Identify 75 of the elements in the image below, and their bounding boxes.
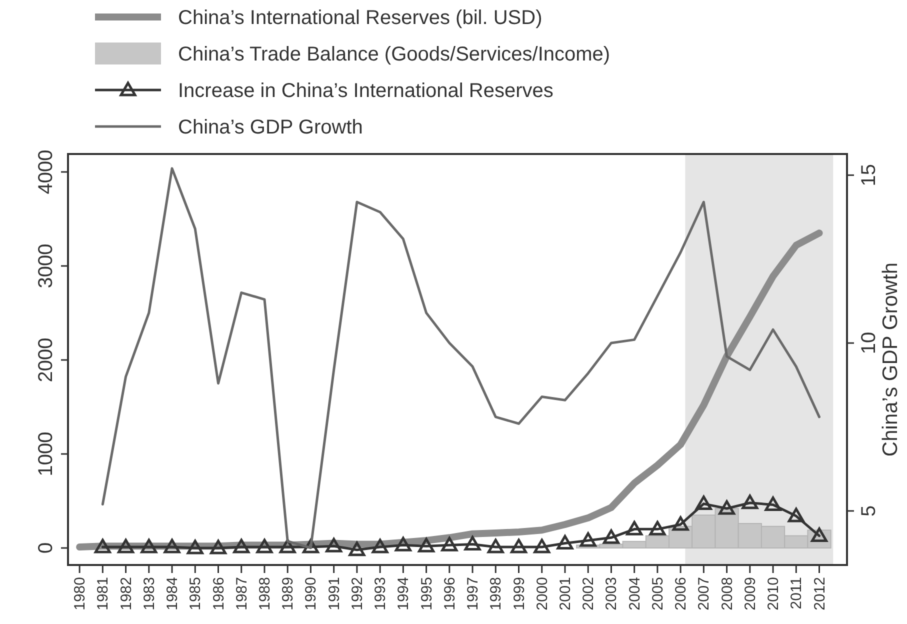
point	[764, 496, 782, 511]
x-tick-label: 2011	[788, 577, 806, 610]
point	[94, 538, 111, 554]
x-tick-label: 2009	[742, 577, 759, 610]
point	[326, 538, 342, 552]
x-tick-label: 2007	[696, 577, 713, 610]
point	[348, 542, 366, 556]
legend-label: China’s Trade Balance (Goods/Services/Income)	[178, 44, 610, 66]
point	[418, 538, 435, 552]
legend-label: China’s International Reserves (bil. USD)	[178, 7, 542, 29]
point	[742, 494, 758, 510]
point	[580, 532, 596, 547]
point	[534, 538, 550, 554]
x-tick-label: 1998	[488, 577, 505, 610]
x-tick-label: 1983	[140, 577, 158, 610]
x-tick-label: 1987	[233, 577, 250, 610]
x-tick-label: 1990	[302, 577, 320, 610]
point	[556, 535, 574, 550]
point	[464, 536, 481, 550]
point	[510, 538, 528, 554]
x-tick-label: 1991	[326, 577, 343, 610]
point	[186, 540, 204, 554]
point	[718, 500, 736, 515]
x-tick-label: 1992	[348, 577, 366, 610]
point	[626, 520, 643, 536]
point	[441, 536, 458, 552]
point	[164, 538, 180, 554]
y-tick-label: 0	[35, 542, 57, 554]
point	[210, 540, 226, 554]
x-tick-label: 1986	[210, 577, 228, 610]
x-tick-label: 1980	[72, 577, 89, 610]
x-tick-label: 2006	[672, 577, 690, 610]
y2-tick-label: 5	[858, 505, 880, 516]
x-tick-label: 2003	[603, 577, 620, 610]
point	[256, 538, 273, 554]
point	[788, 508, 804, 522]
x-tick-label: 1993	[372, 577, 390, 610]
x-tick-label: 1988	[256, 577, 274, 610]
x-tick-label: 1989	[280, 577, 297, 610]
point	[233, 538, 250, 554]
y-tick-label: 2000	[35, 338, 57, 382]
point	[118, 538, 134, 554]
x-tick-label: 2010	[765, 577, 782, 610]
x-tick-label: 2004	[626, 577, 644, 610]
point	[487, 538, 504, 554]
x-tick-label: 1996	[441, 577, 458, 610]
x-tick-label: 2001	[556, 577, 574, 610]
x-tick-label: 2008	[718, 577, 736, 610]
point	[672, 516, 689, 531]
x-tick-label: 2000	[534, 577, 551, 610]
x-tick-label: 1999	[510, 577, 528, 610]
x-tick-label: 1995	[418, 577, 436, 610]
y-tick-label: 4000	[35, 150, 57, 194]
y2-axis-title: China’s GDP Growth	[879, 262, 902, 457]
x-tick-label: 2012	[811, 577, 828, 610]
x-tick-label: 1982	[118, 577, 135, 610]
y-tick-label: 3000	[35, 244, 57, 288]
point	[140, 538, 158, 554]
x-tick-label: 1984	[164, 577, 182, 610]
x-tick-label: 1985	[187, 577, 204, 610]
y-tick-label: 1000	[35, 432, 57, 476]
x-tick-label: 1997	[464, 577, 482, 610]
y2-tick-label: 15	[858, 164, 880, 186]
legend-label: China’s GDP Growth	[178, 116, 363, 138]
point	[372, 538, 388, 554]
point	[695, 496, 712, 510]
y2-tick-label: 10	[858, 332, 880, 354]
x-tick-label: 1981	[94, 577, 112, 610]
x-tick-label: 2005	[649, 577, 666, 610]
point	[649, 520, 666, 536]
x-tick-label: 2002	[580, 577, 598, 610]
point	[394, 536, 412, 552]
point	[602, 529, 620, 544]
legend-label: Increase in China’s International Reserves	[178, 80, 554, 102]
x-tick-label: 1994	[395, 577, 412, 610]
